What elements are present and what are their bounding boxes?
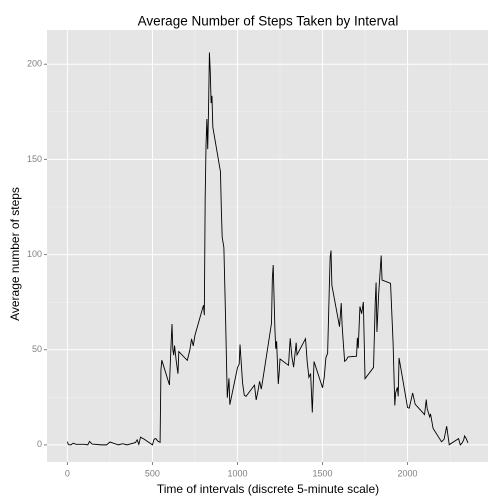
data-line [66, 52, 469, 446]
y-tick-label: 150 [27, 154, 42, 164]
x-axis-label: Time of intervals (discrete 5-minute sca… [157, 482, 379, 496]
x-tick-label: 1500 [313, 468, 333, 478]
plot-panel [47, 30, 488, 462]
x-tick-label: 500 [145, 468, 160, 478]
chart-title: Average Number of Steps Taken by Interva… [138, 14, 399, 29]
y-tick-label: 200 [27, 59, 42, 69]
x-tick-label: 0 [65, 468, 70, 478]
y-tick-label: 100 [27, 249, 42, 259]
y-tick-label: 50 [32, 344, 42, 354]
x-tick-label: 2000 [398, 468, 418, 478]
y-tick-label: 0 [37, 439, 42, 449]
x-tick-label: 1000 [227, 468, 247, 478]
y-axis-label: Average number of steps [8, 187, 22, 321]
